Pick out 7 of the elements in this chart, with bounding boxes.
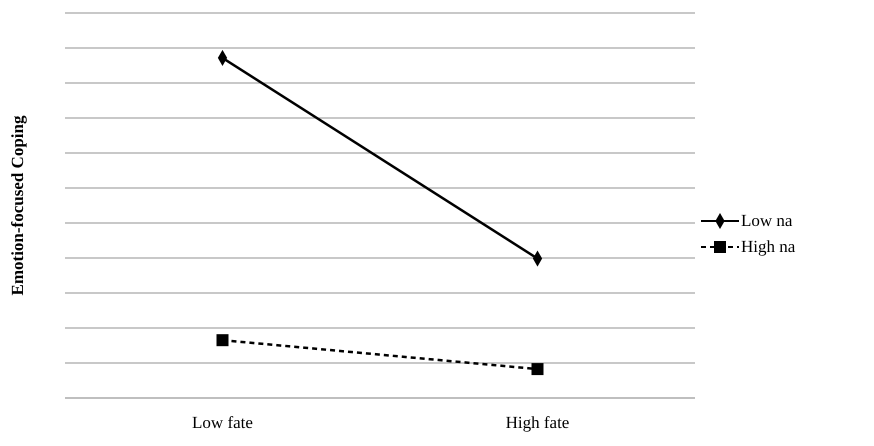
y-axis-title: Emotion-focused Coping (8, 115, 28, 296)
legend-label: Low na (741, 211, 792, 231)
point (532, 363, 544, 376)
x-tick-label: Low fate (192, 413, 253, 432)
x-tick-label: High fate (506, 413, 570, 432)
legend-label: High na (741, 237, 796, 257)
point (216, 334, 228, 346)
